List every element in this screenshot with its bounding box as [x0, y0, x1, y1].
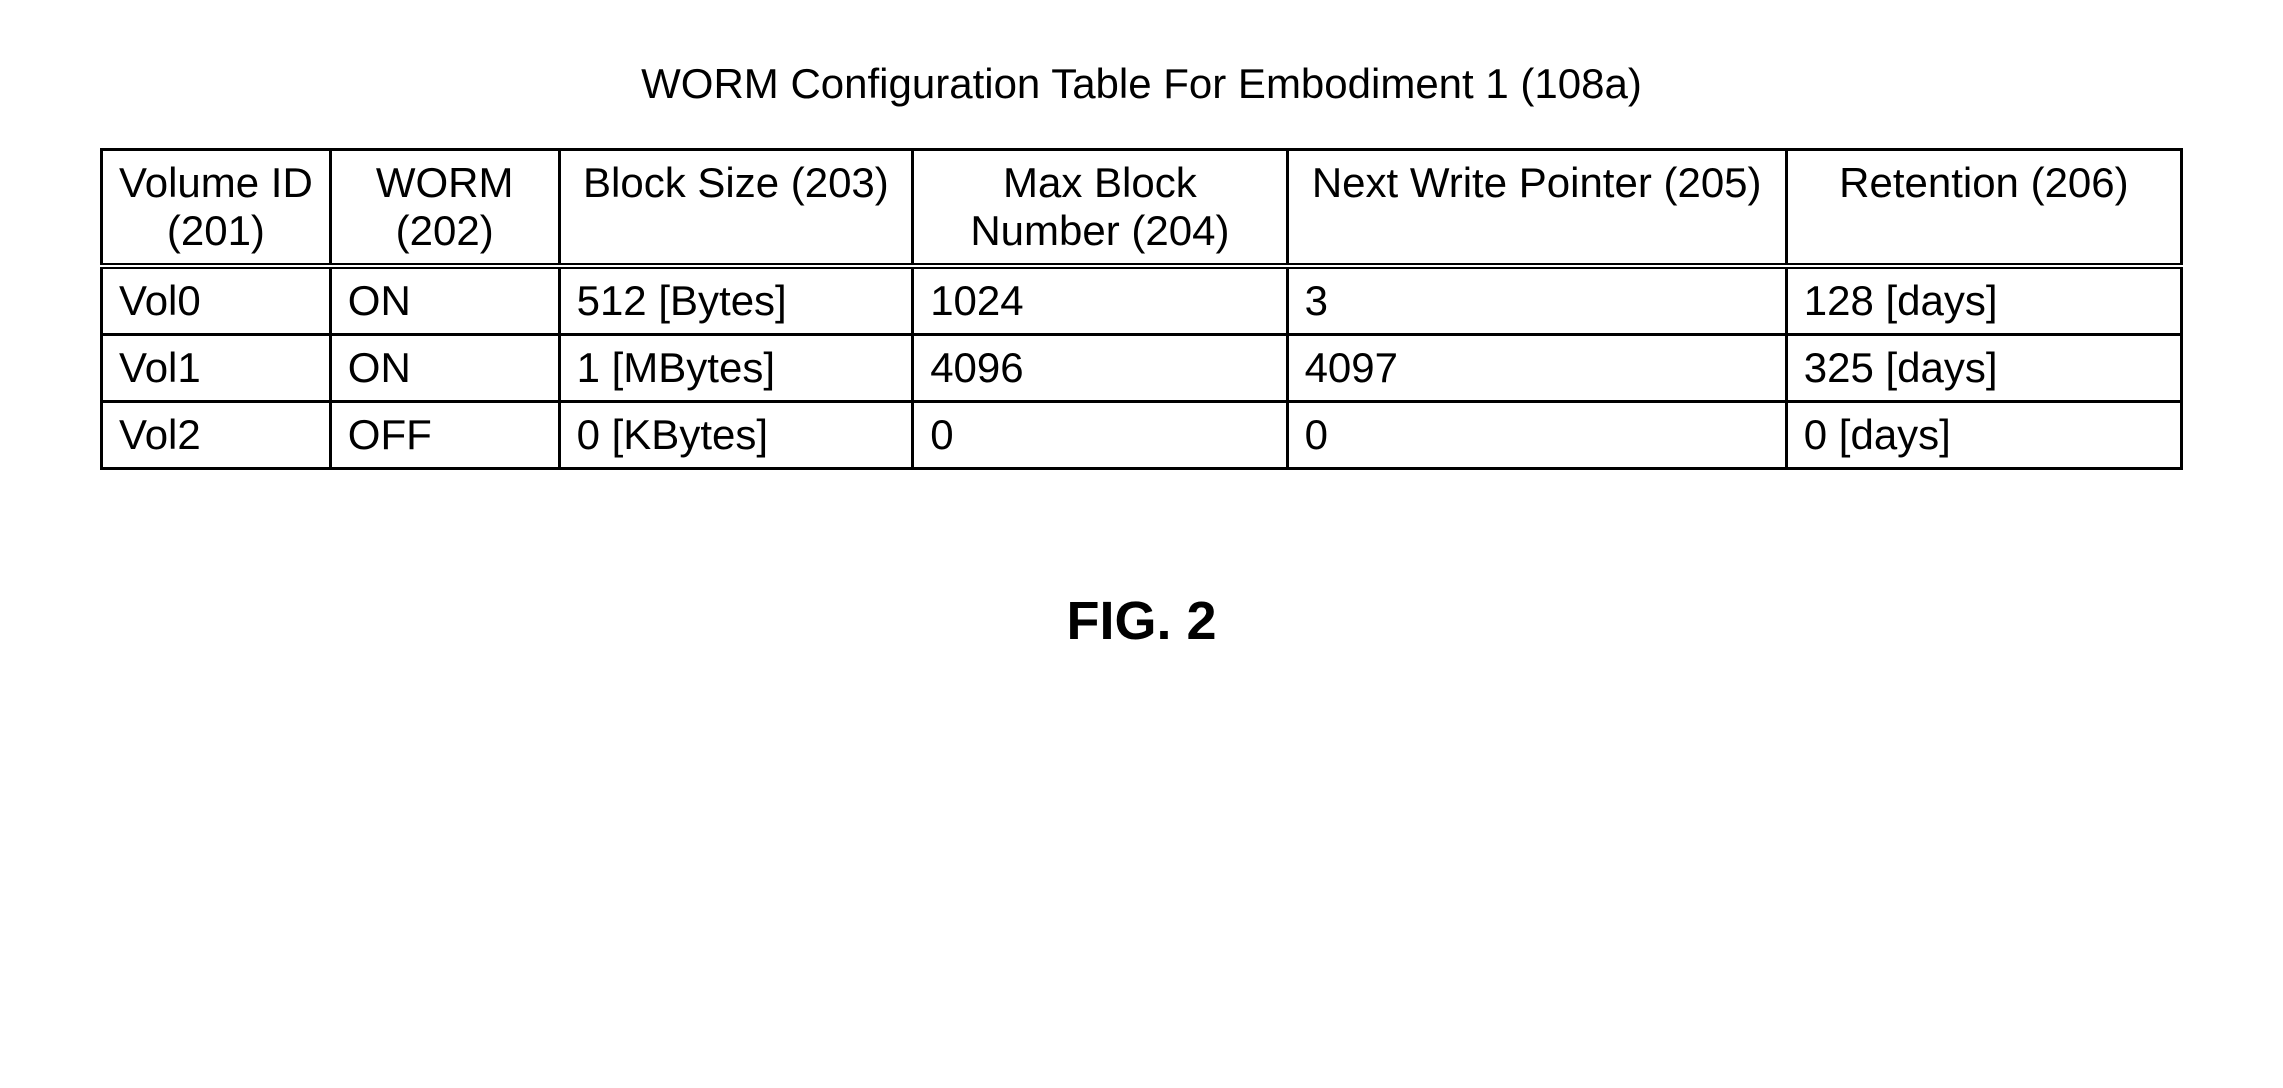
- cell-worm: ON: [330, 335, 559, 402]
- cell-retention: 128 [days]: [1786, 266, 2181, 335]
- cell-volume-id: Vol2: [102, 402, 331, 469]
- cell-next-write: 3: [1287, 266, 1786, 335]
- cell-max-block: 0: [913, 402, 1287, 469]
- cell-volume-id: Vol1: [102, 335, 331, 402]
- worm-config-table: Volume ID (201) WORM (202) Block Size (2…: [100, 148, 2183, 470]
- cell-next-write: 4097: [1287, 335, 1786, 402]
- cell-block-size: 0 [KBytes]: [559, 402, 913, 469]
- cell-max-block: 4096: [913, 335, 1287, 402]
- table-header-row: Volume ID (201) WORM (202) Block Size (2…: [102, 150, 2182, 267]
- cell-worm: OFF: [330, 402, 559, 469]
- col-header-block-size: Block Size (203): [559, 150, 913, 267]
- cell-volume-id: Vol0: [102, 266, 331, 335]
- table-row: Vol1 ON 1 [MBytes] 4096 4097 325 [days]: [102, 335, 2182, 402]
- col-header-next-write: Next Write Pointer (205): [1287, 150, 1786, 267]
- cell-retention: 0 [days]: [1786, 402, 2181, 469]
- cell-next-write: 0: [1287, 402, 1786, 469]
- cell-block-size: 512 [Bytes]: [559, 266, 913, 335]
- table-row: Vol2 OFF 0 [KBytes] 0 0 0 [days]: [102, 402, 2182, 469]
- cell-block-size: 1 [MBytes]: [559, 335, 913, 402]
- figure-label: FIG. 2: [100, 590, 2183, 652]
- col-header-retention: Retention (206): [1786, 150, 2181, 267]
- col-header-max-block: Max Block Number (204): [913, 150, 1287, 267]
- table-title: WORM Configuration Table For Embodiment …: [100, 60, 2183, 108]
- cell-retention: 325 [days]: [1786, 335, 2181, 402]
- col-header-worm: WORM (202): [330, 150, 559, 267]
- table-row: Vol0 ON 512 [Bytes] 1024 3 128 [days]: [102, 266, 2182, 335]
- cell-max-block: 1024: [913, 266, 1287, 335]
- col-header-volume-id: Volume ID (201): [102, 150, 331, 267]
- cell-worm: ON: [330, 266, 559, 335]
